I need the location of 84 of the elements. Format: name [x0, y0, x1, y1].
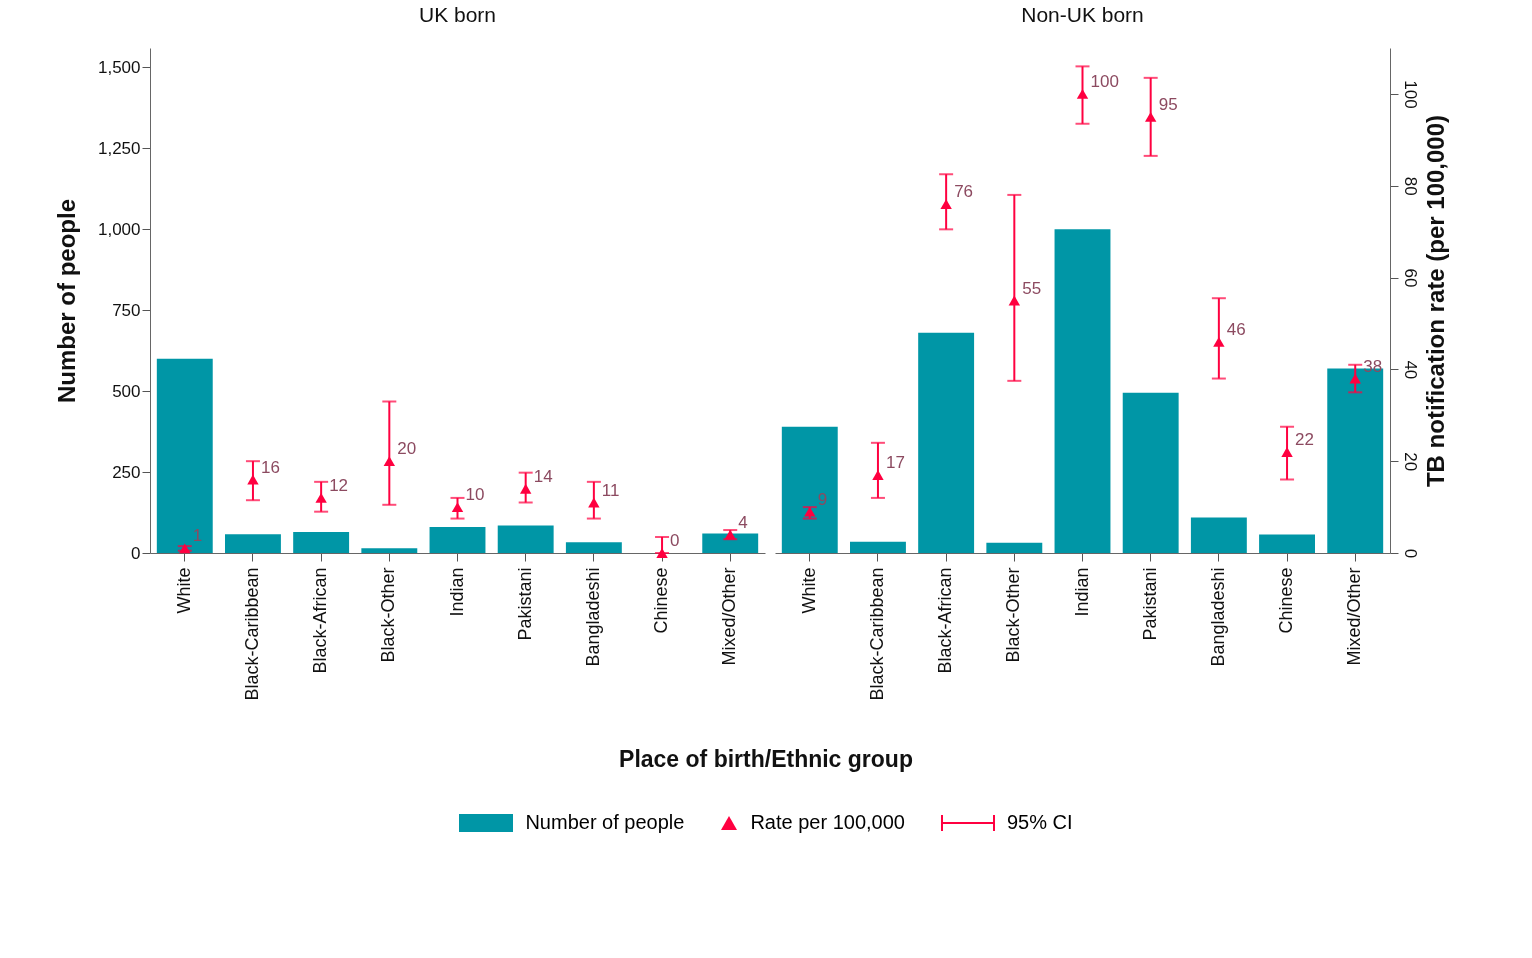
- point: [451, 502, 464, 513]
- y-axis-title: Number of people: [52, 198, 80, 404]
- bar: [1259, 534, 1315, 553]
- y-tick-label: 750: [112, 300, 141, 320]
- data-label: 17: [885, 452, 905, 472]
- x-tick-label: Pakistani: [1139, 567, 1160, 641]
- x-tick-label: Black-Caribbean: [241, 567, 262, 701]
- bar: [156, 358, 213, 553]
- x-tick-label: Chinese: [651, 567, 672, 634]
- point: [315, 492, 327, 503]
- y2-tick-label: 100: [1400, 80, 1420, 109]
- bar: [225, 534, 281, 553]
- x-tick-label: Black-African: [935, 567, 956, 674]
- point: [940, 199, 952, 210]
- data-label: 16: [260, 457, 280, 477]
- legend-label: Number of people: [525, 811, 685, 834]
- legend-label: Rate per 100,000: [750, 811, 905, 834]
- x-tick-label: Black-Other: [378, 567, 399, 663]
- y-tick-label: 250: [112, 462, 141, 482]
- data-label: 55: [1022, 278, 1042, 298]
- y-tick-label: 1,250: [97, 138, 141, 158]
- point: [383, 456, 396, 467]
- bar: [1190, 517, 1247, 553]
- data-label: 100: [1090, 71, 1119, 91]
- bar: [565, 542, 622, 553]
- x-tick-label: Indian: [446, 567, 467, 617]
- data-label: 95: [1158, 94, 1178, 114]
- x-tick-label: Indian: [1071, 567, 1092, 617]
- bar: [293, 531, 350, 553]
- y-tick-label: 0: [131, 543, 141, 563]
- point: [656, 548, 668, 558]
- x-tick-label: Black-African: [310, 567, 331, 674]
- bar: [986, 542, 1043, 553]
- chart-title: UK born: [418, 3, 497, 26]
- point: [247, 474, 259, 485]
- bar: [781, 426, 838, 553]
- chart-title: Non-UK born: [1021, 3, 1144, 26]
- data-label: 46: [1226, 319, 1246, 339]
- data-label: 10: [465, 485, 485, 505]
- bar: [918, 332, 975, 553]
- point: [1213, 336, 1225, 347]
- x-tick-label: Bangladeshi: [1207, 567, 1228, 667]
- x-tick-label: Chinese: [1276, 567, 1297, 634]
- y2-tick-label: 0: [1400, 548, 1420, 559]
- data-label: 0: [670, 531, 680, 550]
- bar: [429, 527, 486, 553]
- bar: [361, 548, 418, 553]
- x-tick-label: Black-Caribbean: [866, 567, 887, 701]
- data-label: 22: [1295, 430, 1314, 449]
- x-tick-label: Bangladeshi: [582, 567, 603, 667]
- bar: [1054, 229, 1111, 553]
- x-tick-label: White: [173, 567, 194, 614]
- point: [588, 497, 600, 508]
- bar: [702, 533, 759, 553]
- x-tick-label: White: [798, 567, 819, 614]
- bar: [1122, 392, 1179, 553]
- point: [872, 470, 884, 480]
- y2-axis-title: TB notification rate (per 100,000): [1421, 114, 1449, 488]
- y-tick-label: 1,000: [97, 219, 141, 239]
- data-label: 9: [817, 489, 828, 509]
- y2-tick-label: 80: [1400, 176, 1420, 196]
- text: 95% CI: [1006, 811, 1073, 834]
- x-axis-title: Place of birth/Ethnic group: [618, 746, 914, 773]
- data-label: 1: [192, 526, 203, 546]
- y-tick-label: 1,500: [97, 57, 141, 77]
- y2-tick-label: 60: [1400, 268, 1420, 288]
- y-tick-label: 500: [112, 381, 141, 401]
- data-label: 11: [601, 480, 620, 500]
- x-tick-label: Black-Other: [1003, 567, 1024, 663]
- point: [1008, 295, 1021, 306]
- data-label: 4: [738, 512, 748, 532]
- point: [519, 483, 532, 494]
- x-tick-label: Pakistani: [514, 567, 535, 641]
- bar: [850, 541, 906, 553]
- point: [1281, 447, 1293, 457]
- x-tick-label: Mixed/Other: [1344, 567, 1365, 666]
- data-label: 12: [329, 475, 349, 495]
- x-tick-label: Mixed/Other: [719, 567, 740, 666]
- data-label: 20: [397, 439, 417, 459]
- data-label: 76: [954, 182, 974, 202]
- y2-tick-label: 20: [1400, 452, 1420, 472]
- y2-tick-label: 40: [1400, 360, 1420, 380]
- data-label: 14: [533, 466, 553, 486]
- bar: [497, 525, 554, 553]
